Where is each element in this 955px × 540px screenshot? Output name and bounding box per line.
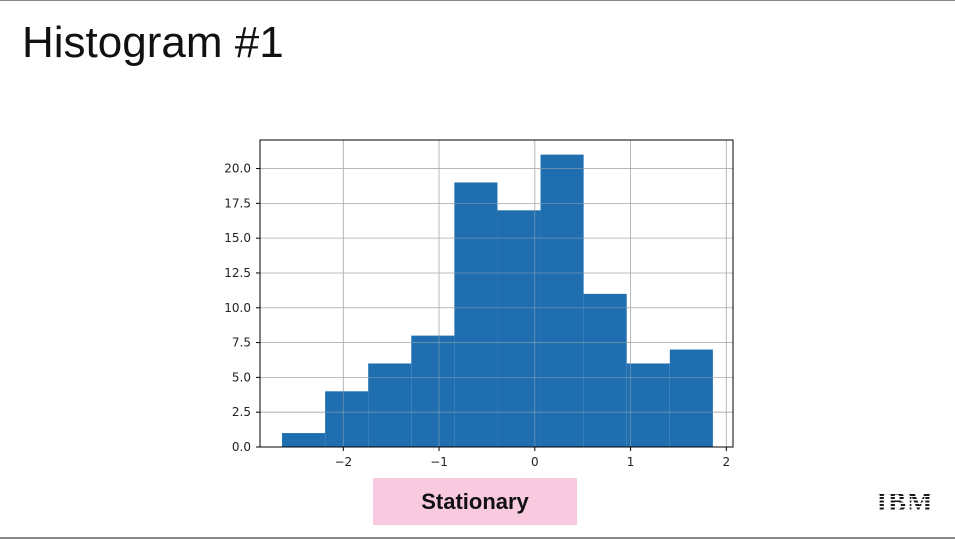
histogram-bar [325, 391, 369, 447]
bottom-border [0, 537, 955, 539]
histogram-bar [368, 363, 412, 447]
y-tick-label: 10.0 [224, 301, 251, 315]
y-tick-label: 17.5 [224, 196, 251, 210]
y-tick-label: 7.5 [232, 336, 251, 350]
histogram-bar [669, 349, 713, 447]
histogram-bar [454, 182, 498, 448]
y-tick-label: 5.0 [232, 370, 251, 384]
histogram-bar [282, 433, 326, 447]
caption-label: Stationary [421, 488, 529, 514]
histogram-bar [411, 335, 455, 447]
histogram-bar [583, 293, 627, 447]
slide-title: Histogram #1 [22, 18, 284, 67]
x-tick-label: 1 [627, 455, 635, 469]
x-tick-label: 0 [531, 455, 539, 469]
top-border [0, 0, 955, 1]
histogram-bar [626, 363, 670, 447]
y-tick-label: 0.0 [232, 440, 251, 454]
y-tick-label: 20.0 [224, 162, 251, 176]
y-tick-label: 12.5 [224, 266, 251, 280]
histogram-bar [497, 210, 541, 447]
y-tick-label: 2.5 [232, 405, 251, 419]
histogram-bar [540, 154, 584, 447]
x-tick-label: −2 [334, 455, 352, 469]
x-tick-label: −1 [430, 455, 448, 469]
plot-area-frame [259, 139, 734, 448]
x-tick-label: 2 [722, 455, 730, 469]
ibm-logo: IBM [874, 486, 936, 517]
y-tick-label: 15.0 [224, 231, 251, 245]
caption-box: Stationary [373, 478, 577, 525]
logo-text: IBM [876, 486, 934, 517]
